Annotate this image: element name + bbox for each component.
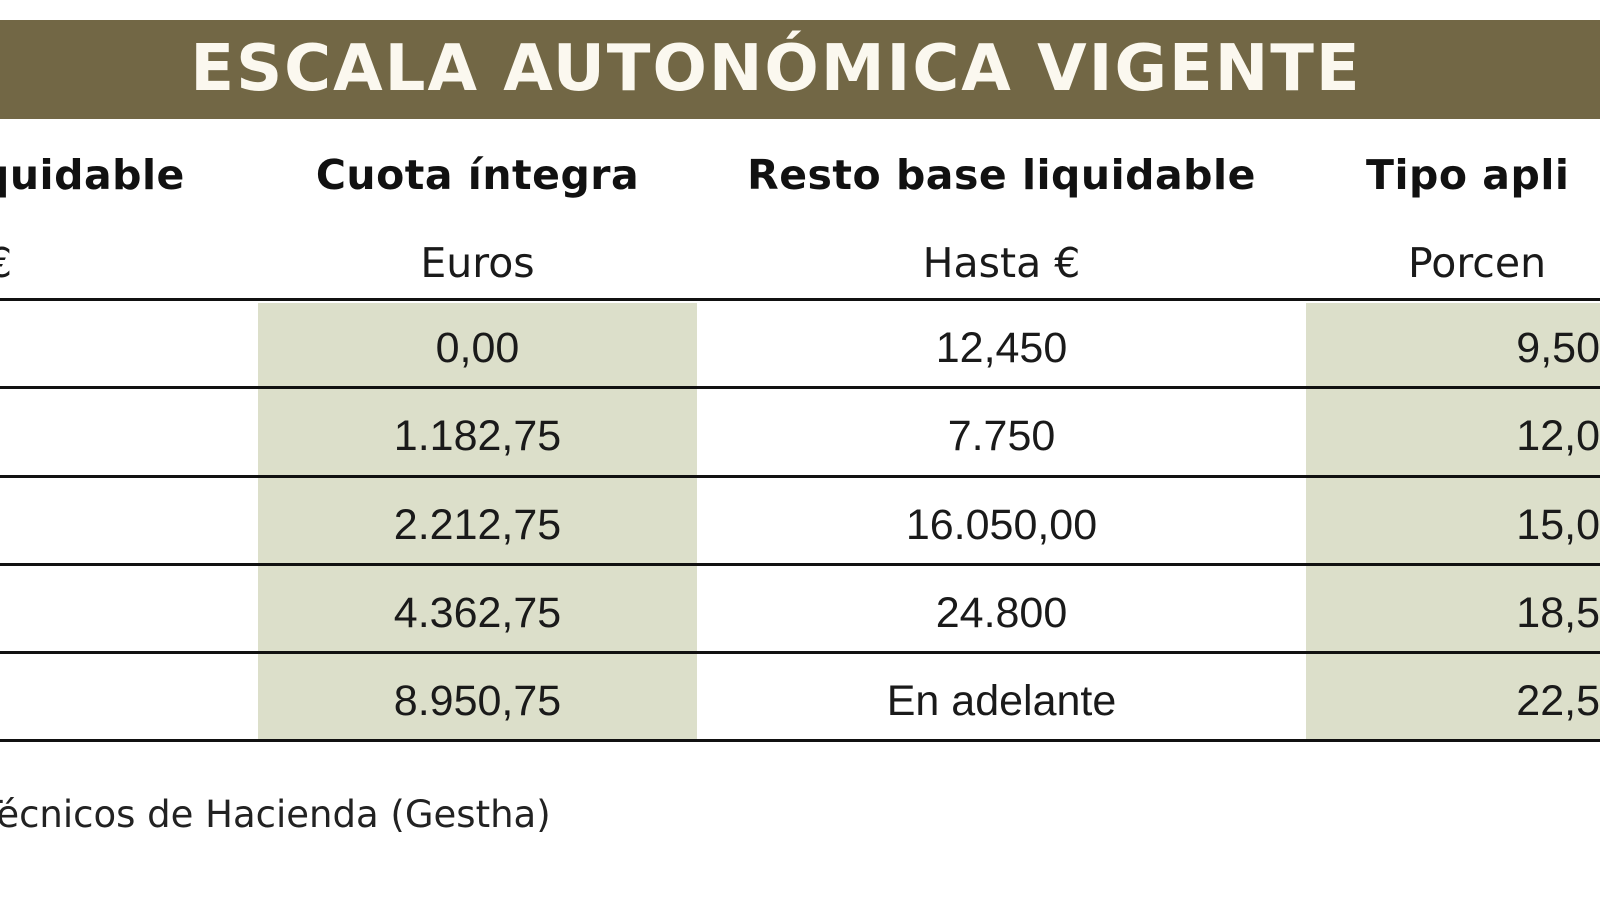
shaded-column-tipo	[1306, 303, 1600, 740]
cell-resto-base: 7.750	[947, 412, 1056, 460]
column-header-cuota-integra: Cuota íntegra	[315, 151, 640, 199]
column-unit-cuota-integra: Euros	[420, 239, 535, 287]
row-divider	[0, 651, 1600, 654]
column-header-resto-base: Resto base liquidable	[747, 151, 1256, 199]
cell-resto-base: En adelante	[886, 677, 1117, 725]
column-header-base-liquidable: quidable	[0, 151, 185, 199]
cell-cuota-integra: 4.362,75	[393, 589, 562, 637]
column-unit-tipo-aplicable: Porcen	[1408, 239, 1547, 287]
cell-resto-base: 16.050,00	[905, 501, 1098, 549]
column-unit-resto-base: Hasta €	[922, 239, 1081, 287]
row-divider	[0, 475, 1600, 478]
cell-cuota-integra: 2.212,75	[393, 501, 562, 549]
cell-tipo-aplicable: 22,5	[1516, 677, 1600, 725]
cell-tipo-aplicable: 9,50	[1516, 324, 1600, 372]
cell-cuota-integra: 8.950,75	[393, 677, 562, 725]
row-divider	[0, 298, 1600, 301]
row-divider	[0, 739, 1600, 742]
page-title: ESCALA AUTONÓMICA VIGENTE	[190, 32, 1362, 106]
column-header-tipo-aplicable: Tipo apli	[1366, 151, 1570, 199]
cell-tipo-aplicable: 15,0	[1516, 501, 1600, 549]
cell-tipo-aplicable: 12,0	[1516, 412, 1600, 460]
source-note: Técnicos de Hacienda (Gestha)	[0, 793, 551, 836]
row-divider	[0, 563, 1600, 566]
cell-resto-base: 24.800	[935, 589, 1068, 637]
cell-resto-base: 12,450	[935, 324, 1068, 372]
cell-cuota-integra: 1.182,75	[393, 412, 562, 460]
title-banner	[0, 20, 1600, 119]
row-divider	[0, 386, 1600, 389]
cell-tipo-aplicable: 18,5	[1516, 589, 1600, 637]
cell-cuota-integra: 0,00	[435, 324, 520, 372]
column-unit-base-liquidable: €	[0, 238, 10, 288]
shaded-column-cuota	[258, 303, 697, 740]
